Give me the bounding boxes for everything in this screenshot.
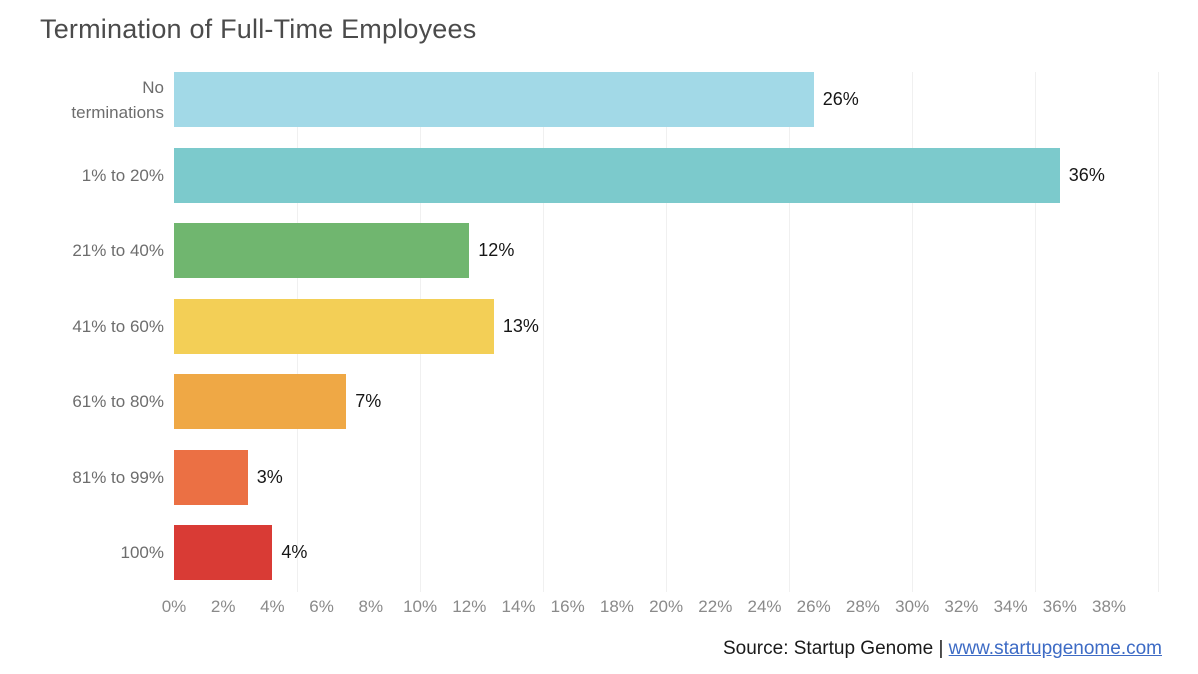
value-label: 7% xyxy=(355,391,382,411)
chart-title: Termination of Full-Time Employees xyxy=(40,14,477,44)
x-tick-label: 2% xyxy=(210,597,236,616)
bar-row: 61% to 80% 7% xyxy=(0,374,1166,429)
x-tick-label: 38% xyxy=(1091,597,1127,616)
x-tick-label: 26% xyxy=(796,597,831,616)
x-tick-label: 18% xyxy=(599,597,634,616)
bar-track: 26% xyxy=(174,72,1109,127)
x-tick-label: 22% xyxy=(698,597,733,616)
bar xyxy=(174,525,273,580)
bar-row: 41% to 60% 13% xyxy=(0,298,1166,354)
x-tick-label: 0% xyxy=(161,597,187,616)
bar-row: No terminations 26% xyxy=(0,72,1166,127)
x-tick-label: 36% xyxy=(1042,597,1077,616)
x-tick-label: 14% xyxy=(501,597,536,616)
category-label: 41% to 60% xyxy=(72,316,164,336)
source-text: Source: Startup Genome | xyxy=(723,638,949,659)
bar xyxy=(174,147,1060,203)
bar-track: 4% xyxy=(174,525,1109,580)
value-label: 13% xyxy=(502,315,539,336)
bar-row: 1% to 20% 36% xyxy=(0,147,1166,203)
bar-track: 3% xyxy=(174,449,1109,505)
bar-chart: No terminations 26% 1% to 20% 36% 21% to… xyxy=(0,72,1166,619)
x-tick-label: 4% xyxy=(260,597,285,616)
value-label: 4% xyxy=(281,542,308,562)
category-label: No terminations xyxy=(71,77,164,122)
bar xyxy=(174,374,347,429)
bar-row: 100% 4% xyxy=(0,525,1166,580)
bar-track: 36% xyxy=(174,147,1109,203)
bar xyxy=(174,72,814,127)
bar xyxy=(174,223,470,278)
category-label: 1% to 20% xyxy=(81,165,164,185)
category-label: 61% to 80% xyxy=(72,392,164,411)
x-tick-label: 12% xyxy=(452,597,487,616)
bar xyxy=(174,298,494,354)
x-tick-label: 34% xyxy=(993,597,1028,616)
value-label: 12% xyxy=(478,240,515,260)
x-tick-label: 10% xyxy=(403,597,438,616)
x-tick-label: 6% xyxy=(309,597,334,616)
source-line: Source: Startup Genome | www.startupgeno… xyxy=(723,638,1162,660)
value-label: 3% xyxy=(256,466,283,487)
bar-track: 13% xyxy=(174,298,1109,354)
bar xyxy=(174,449,248,505)
bar-row: 81% to 99% 3% xyxy=(0,449,1166,505)
x-tick-label: 28% xyxy=(845,597,880,616)
x-tick-label: 16% xyxy=(550,597,585,616)
category-label: 21% to 40% xyxy=(72,241,164,260)
category-label: 100% xyxy=(120,543,164,562)
x-tick-label: 24% xyxy=(747,597,782,616)
plot-area: No terminations 26% 1% to 20% 36% 21% to… xyxy=(0,72,1166,592)
bar-track: 7% xyxy=(174,374,1109,429)
x-tick-label: 20% xyxy=(649,597,684,616)
bar-track: 12% xyxy=(174,223,1109,278)
category-label: 81% to 99% xyxy=(72,467,164,487)
value-label: 36% xyxy=(1068,164,1105,185)
bar-row: 21% to 40% 12% xyxy=(0,223,1166,278)
source-link[interactable]: www.startupgenome.com xyxy=(948,638,1162,659)
x-tick-label: 8% xyxy=(358,597,384,616)
x-tick-label: 32% xyxy=(944,597,979,616)
x-tick-label: 30% xyxy=(895,597,930,616)
x-axis: 0% 2% 4% 6% 8% 10% 12% 14% 16% 18% 20% 22% 24% 26% 28%… xyxy=(162,597,1126,619)
value-label: 26% xyxy=(822,89,859,109)
